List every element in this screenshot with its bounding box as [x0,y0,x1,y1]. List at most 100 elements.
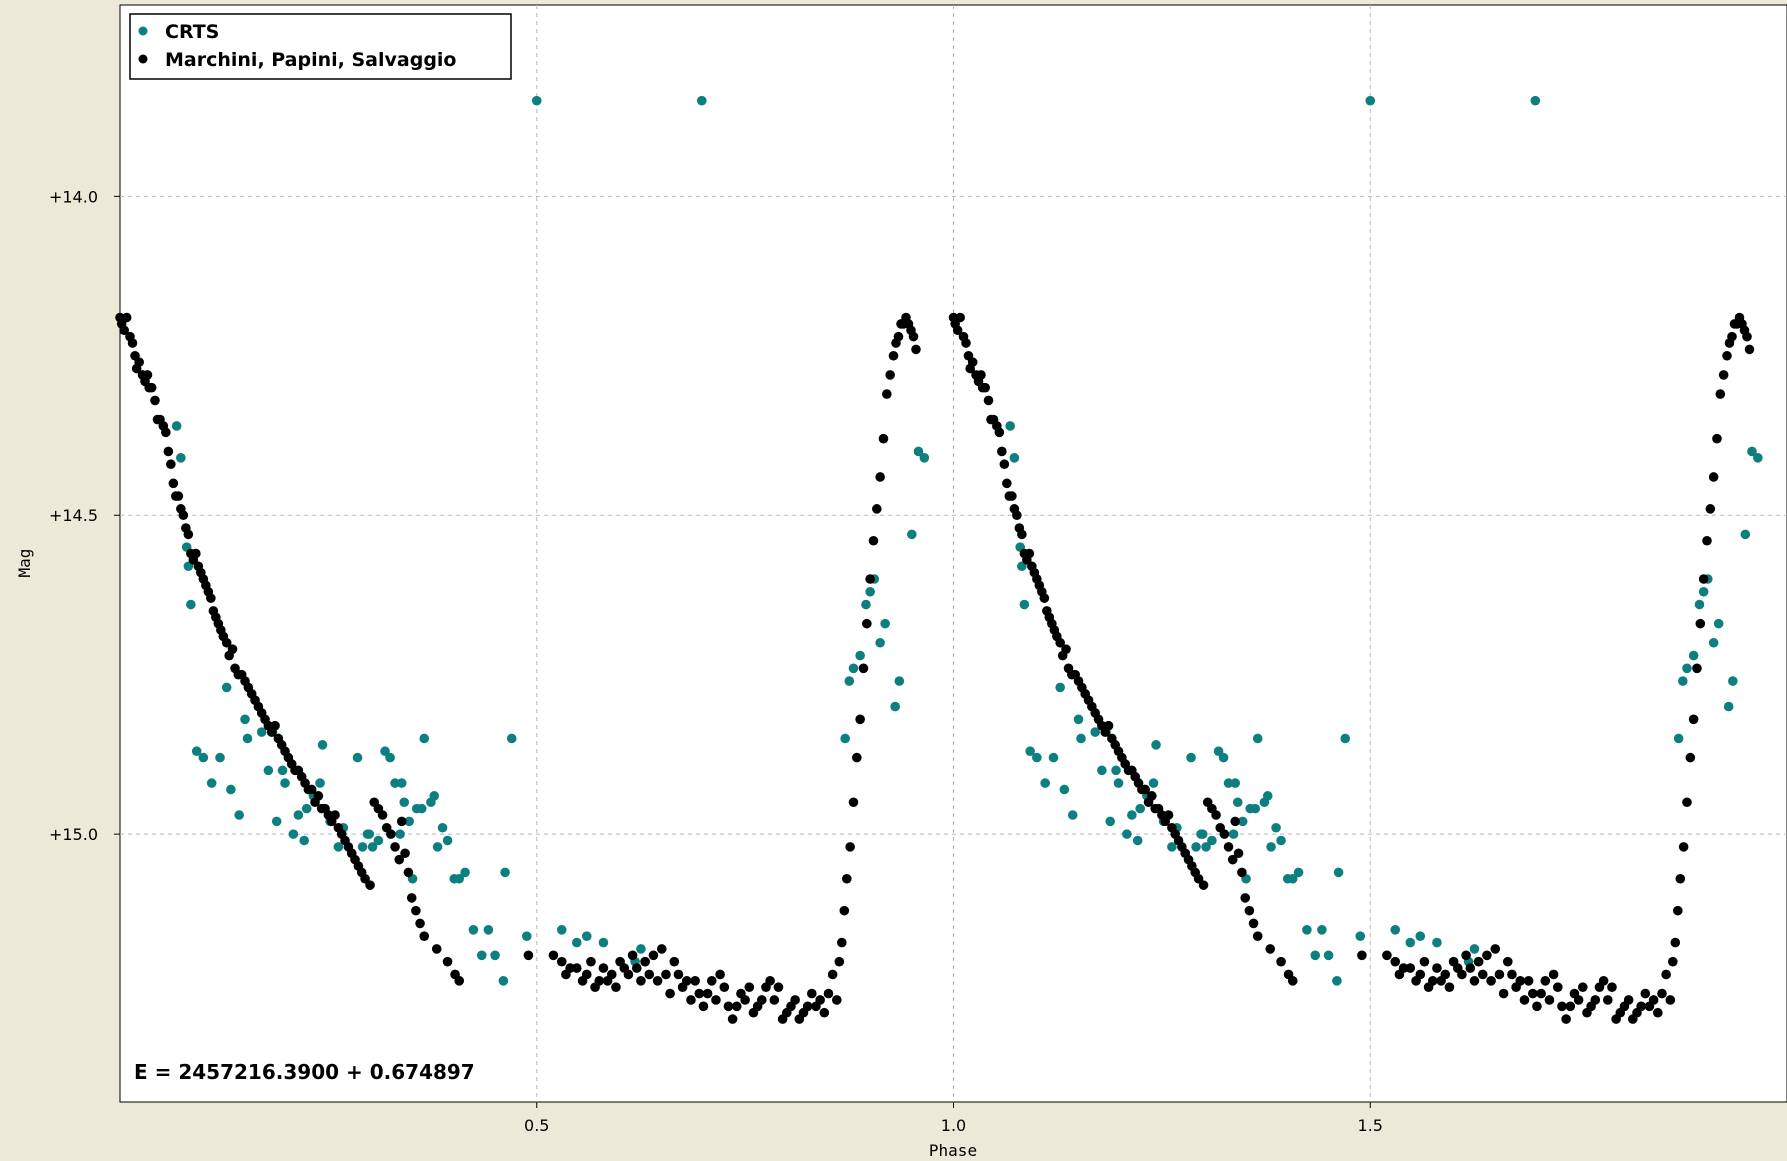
data-point [1228,829,1239,839]
data-point [698,1001,709,1012]
data-point [490,950,500,961]
data-point [1577,982,1588,992]
data-point [183,529,194,540]
data-point [1469,944,1480,954]
data-point [823,988,834,999]
legend-box [129,13,512,80]
data-point [293,810,304,820]
data-point [119,325,129,336]
data-point [1573,995,1584,1005]
data-point [893,331,904,342]
data-point [1163,810,1174,820]
data-point [999,459,1010,470]
data-point [1340,733,1351,744]
data-point [390,842,400,852]
data-point [690,976,700,986]
data-point [1287,976,1298,986]
data-point [1293,867,1304,878]
data-point [1061,644,1071,654]
data-point [765,976,775,986]
y-tick-label-1: +14.5 [49,506,98,525]
data-point [1727,331,1737,342]
data-point [1025,746,1035,757]
data-point [270,720,280,731]
data-point [865,586,875,597]
data-point [1682,797,1692,808]
data-point [885,370,895,380]
data-point [215,752,225,763]
data-point [1427,976,1438,986]
data-point [1532,1001,1542,1012]
data-point [521,931,532,941]
data-point [386,829,396,839]
data-point [1005,421,1015,431]
data-point [1012,510,1022,521]
data-point [1271,822,1281,833]
data-point [848,663,859,674]
data-point [377,810,388,820]
data-point [1432,937,1442,948]
data-point [171,421,182,431]
data-point [723,1001,734,1012]
data-point [665,988,675,999]
data-point [221,682,232,693]
data-point [1151,740,1161,750]
data-point [365,880,375,890]
data-point [648,950,659,961]
data-point [399,797,410,808]
data-point [1223,778,1234,788]
data-point [571,963,582,973]
data-point [240,714,250,725]
data-point [773,982,784,992]
data-point [861,599,871,610]
data-point [865,574,875,584]
data-point [419,931,430,941]
data-point [1636,1001,1646,1012]
data-point [848,797,859,808]
data-point [790,995,800,1005]
data-point [1262,791,1273,801]
data-point [1519,995,1530,1005]
data-point [468,924,479,935]
data-point [1223,842,1234,852]
data-point [163,446,174,457]
data-point [234,810,244,820]
data-point [1698,586,1709,597]
data-point [855,650,865,661]
data-point [1310,950,1321,961]
data-point [1248,918,1259,929]
y-tick-label-2: +15.0 [49,825,98,844]
data-point [500,867,510,878]
data-point [437,822,448,833]
data-point [727,1014,738,1024]
data-point [1552,982,1563,992]
data-point [631,963,642,973]
data-point [1113,778,1124,788]
data-point [1097,765,1107,776]
data-point [306,784,317,795]
data-point [1252,733,1263,744]
legend-label-crts: CRTS [165,21,219,43]
data-point [406,893,417,903]
x-tick-label-1: 1.0 [941,1116,966,1135]
data-point [913,446,924,457]
data-point [880,618,890,629]
data-point [1090,727,1100,737]
data-point [1708,637,1719,648]
data-point [1688,650,1699,661]
data-point [198,752,209,763]
data-point [819,1007,830,1018]
y-axis-title: Mag [15,549,34,578]
data-point [1017,529,1027,540]
data-point [1673,905,1683,916]
data-point [731,1001,742,1012]
data-point [1009,453,1020,463]
data-point [556,924,567,935]
data-point [429,791,440,801]
data-point [191,746,202,757]
data-point [277,765,288,776]
data-point [565,963,575,973]
data-point [280,778,290,788]
data-point [168,478,179,489]
